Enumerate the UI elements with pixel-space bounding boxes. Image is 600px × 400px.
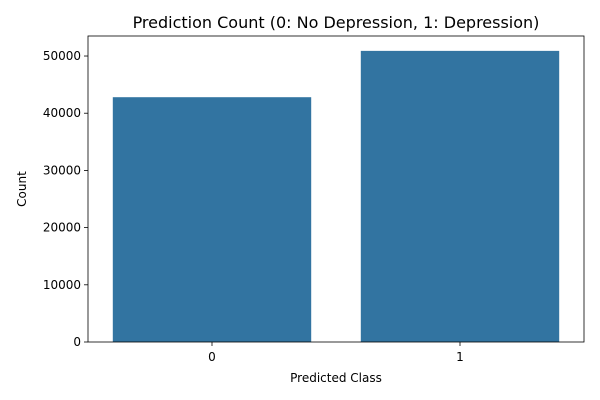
y-tick-label-30000: 30000 (43, 163, 81, 177)
y-tick-label-40000: 40000 (43, 106, 81, 120)
x-tick-label-1: 1 (456, 350, 464, 364)
axes-group (87, 35, 585, 343)
y-ticks-group: 0 10000 20000 30000 40000 50000 (43, 49, 88, 349)
bar-1 (360, 50, 560, 342)
y-axis-label: Count (15, 171, 29, 207)
chart-title: Prediction Count (0: No Depression, 1: D… (133, 13, 540, 32)
bar-0 (112, 97, 312, 342)
y-tick-label-50000: 50000 (43, 49, 81, 63)
y-tick-label-20000: 20000 (43, 221, 81, 235)
x-tick-label-0: 0 (208, 350, 216, 364)
x-axis-label: Predicted Class (290, 371, 382, 385)
y-tick-label-0: 0 (73, 335, 81, 349)
plot-frame (87, 35, 585, 343)
bars-group (112, 50, 560, 342)
y-tick-label-10000: 10000 (43, 278, 81, 292)
